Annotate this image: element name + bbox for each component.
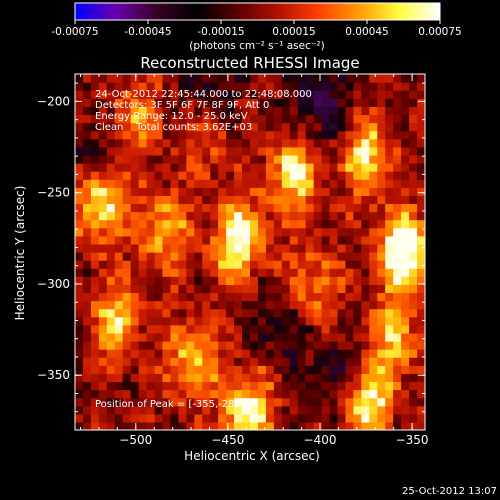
x-axis-label: Heliocentric X (arcsec) — [184, 449, 320, 463]
y-tick-label: −200 — [37, 94, 70, 108]
info-energy: Energy Range: 12.0 - 25.0 keV — [95, 111, 248, 122]
x-tick-label: −450 — [211, 433, 244, 447]
x-tick-label: −350 — [396, 433, 429, 447]
info-detectors: Detectors: 3F 5F 6F 7F 8F 9F, Att 0 — [95, 100, 269, 111]
colorbar — [74, 2, 441, 21]
x-tick-label: −500 — [119, 433, 152, 447]
colorbar-tick-label: -0.00045 — [124, 26, 171, 38]
plot-frame — [74, 73, 426, 431]
colorbar-tick-label: 0.00015 — [272, 26, 315, 38]
y-tick-label: −350 — [37, 368, 70, 382]
colorbar-tick-label: 0.00045 — [345, 26, 388, 38]
peak-position-label: Position of Peak = [-355,-282] — [95, 399, 245, 410]
colorbar-tick-label: -0.00015 — [197, 26, 244, 38]
x-tick-label: −400 — [304, 433, 337, 447]
y-tick-label: −300 — [37, 277, 70, 291]
colorbar-ticks: -0.00075 -0.00045 -0.00015 0.00015 0.00045 0.… — [51, 20, 462, 38]
axis-ticks: −500 −450 −400 −350 −200 −250 −300 −350 — [37, 74, 429, 447]
chart-title: Reconstructed RHESSI Image — [140, 54, 359, 72]
colorbar-units: (photons cm⁻² s⁻¹ asec⁻²) — [189, 40, 324, 52]
info-time-range: 24-Oct-2012 22:45:44.000 to 22:48:08.000 — [95, 89, 312, 100]
y-tick-label: −250 — [37, 186, 70, 200]
heatmap-image — [75, 74, 425, 430]
info-block: 24-Oct-2012 22:45:44.000 to 22:48:08.000… — [95, 89, 312, 133]
colorbar-tick-label: 0.00075 — [418, 26, 461, 38]
colorbar-tick-label: -0.00075 — [51, 26, 98, 38]
info-clean: Clean Total counts: 3.62E+03 — [95, 122, 252, 133]
footer-date: 25-Oct-2012 13:07 — [402, 486, 497, 497]
y-axis-label: Heliocentric Y (arcsec) — [13, 186, 27, 321]
